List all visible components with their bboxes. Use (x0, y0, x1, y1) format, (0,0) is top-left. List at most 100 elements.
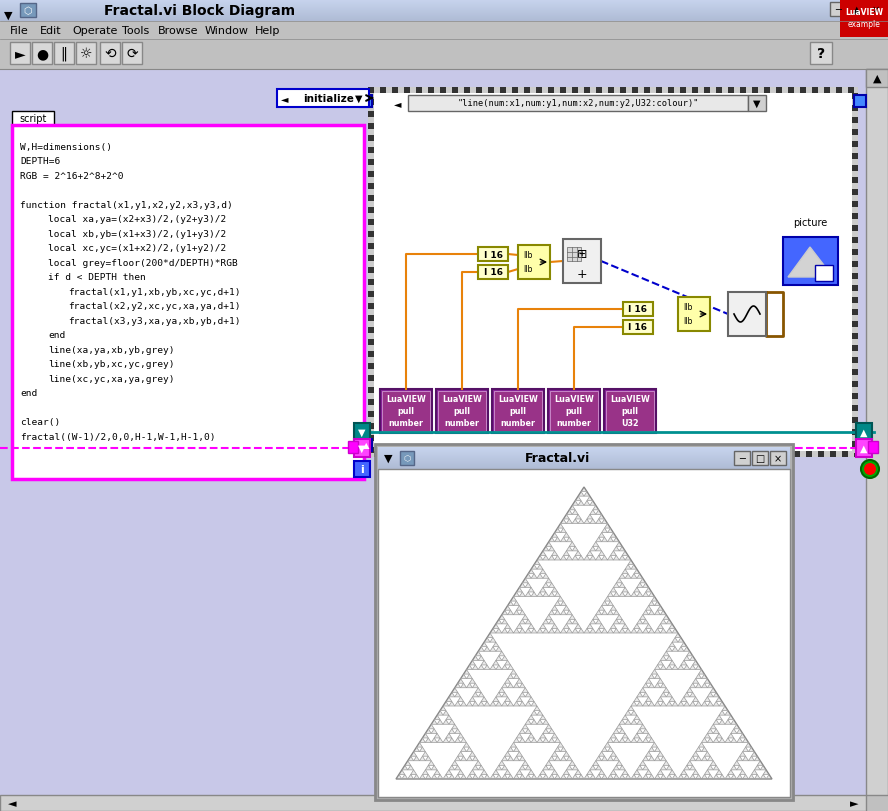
Polygon shape (690, 688, 713, 706)
Bar (0, 22, 888, 40)
Bar (800, 88, 806, 94)
Polygon shape (634, 629, 640, 633)
Polygon shape (564, 538, 569, 542)
Polygon shape (652, 674, 657, 679)
Bar (354, 440, 370, 457)
Polygon shape (614, 733, 625, 743)
Bar (428, 452, 434, 457)
Bar (710, 88, 716, 94)
Bar (567, 247, 581, 262)
Bar (368, 280, 374, 285)
Bar (674, 88, 680, 94)
Bar (368, 178, 374, 184)
Text: fractal(x1,y1,xb,yb,xc,yc,d+1): fractal(x1,y1,xb,yb,xc,yc,d+1) (68, 287, 241, 296)
Text: □: □ (756, 453, 765, 463)
Polygon shape (622, 592, 628, 597)
Polygon shape (634, 592, 640, 597)
Polygon shape (493, 702, 499, 706)
Bar (410, 88, 416, 94)
Bar (398, 88, 404, 94)
Polygon shape (419, 743, 466, 779)
Polygon shape (610, 538, 616, 542)
Bar (378, 465, 790, 466)
Polygon shape (416, 747, 423, 752)
Bar (380, 452, 386, 457)
Bar (734, 452, 740, 457)
Text: Tools: Tools (122, 26, 149, 36)
Polygon shape (540, 592, 546, 597)
Bar (632, 88, 638, 94)
Polygon shape (522, 729, 528, 733)
Polygon shape (648, 752, 661, 761)
Bar (852, 220, 858, 225)
Polygon shape (564, 519, 569, 524)
Bar (368, 88, 858, 457)
Bar (488, 88, 494, 94)
Bar (806, 452, 812, 457)
Polygon shape (408, 761, 432, 779)
Text: W,H=dimensions(): W,H=dimensions() (20, 143, 112, 152)
Bar (10, 43, 30, 65)
Bar (746, 88, 752, 94)
Bar (368, 94, 374, 100)
Polygon shape (722, 710, 728, 715)
Polygon shape (646, 738, 652, 743)
Polygon shape (537, 560, 631, 633)
Polygon shape (717, 738, 722, 743)
Polygon shape (717, 775, 722, 779)
Text: LuaVIEW: LuaVIEW (498, 395, 538, 404)
Text: ⬡: ⬡ (403, 454, 410, 463)
Bar (620, 452, 626, 457)
Bar (368, 195, 374, 202)
Bar (374, 452, 380, 457)
Polygon shape (657, 629, 663, 633)
Bar (100, 43, 120, 65)
Text: I 16: I 16 (629, 305, 647, 314)
Polygon shape (522, 620, 528, 624)
Bar (506, 88, 512, 94)
Polygon shape (693, 702, 699, 706)
Bar (554, 452, 560, 457)
Bar (550, 392, 598, 431)
Bar (563, 240, 601, 284)
Bar (378, 452, 790, 453)
Bar (852, 172, 858, 178)
Polygon shape (693, 665, 699, 670)
Polygon shape (616, 766, 622, 770)
Bar (12, 126, 364, 479)
Bar (368, 202, 374, 208)
Bar (770, 452, 786, 466)
Polygon shape (699, 674, 704, 679)
Bar (122, 43, 142, 65)
Text: Operate: Operate (72, 26, 117, 36)
Polygon shape (414, 752, 425, 761)
Polygon shape (502, 688, 525, 706)
Polygon shape (455, 688, 479, 706)
Bar (852, 375, 858, 381)
Polygon shape (455, 761, 479, 779)
Text: local xa,ya=(x2+x3)/2,(y2+y3)/2: local xa,ya=(x2+x3)/2,(y2+y3)/2 (48, 215, 226, 224)
Polygon shape (684, 697, 695, 706)
Polygon shape (575, 556, 581, 560)
Polygon shape (534, 565, 540, 569)
Text: I 16: I 16 (483, 268, 503, 277)
Bar (368, 148, 374, 154)
Bar (512, 88, 518, 94)
Polygon shape (699, 747, 704, 752)
Polygon shape (695, 679, 708, 688)
Bar (578, 452, 584, 457)
Bar (368, 262, 374, 268)
Bar (0, 1, 888, 2)
Polygon shape (593, 547, 599, 551)
Bar (608, 452, 614, 457)
Bar (692, 88, 698, 94)
Text: function fractal(x1,y1,x2,y2,x3,y3,d): function fractal(x1,y1,x2,y2,x3,y3,d) (20, 200, 233, 209)
Polygon shape (558, 601, 564, 606)
Text: ▲: ▲ (860, 427, 868, 437)
Polygon shape (551, 629, 558, 633)
Bar (752, 88, 758, 94)
Text: number: number (389, 419, 424, 428)
Bar (368, 154, 374, 160)
Bar (638, 88, 644, 94)
Polygon shape (663, 766, 670, 770)
